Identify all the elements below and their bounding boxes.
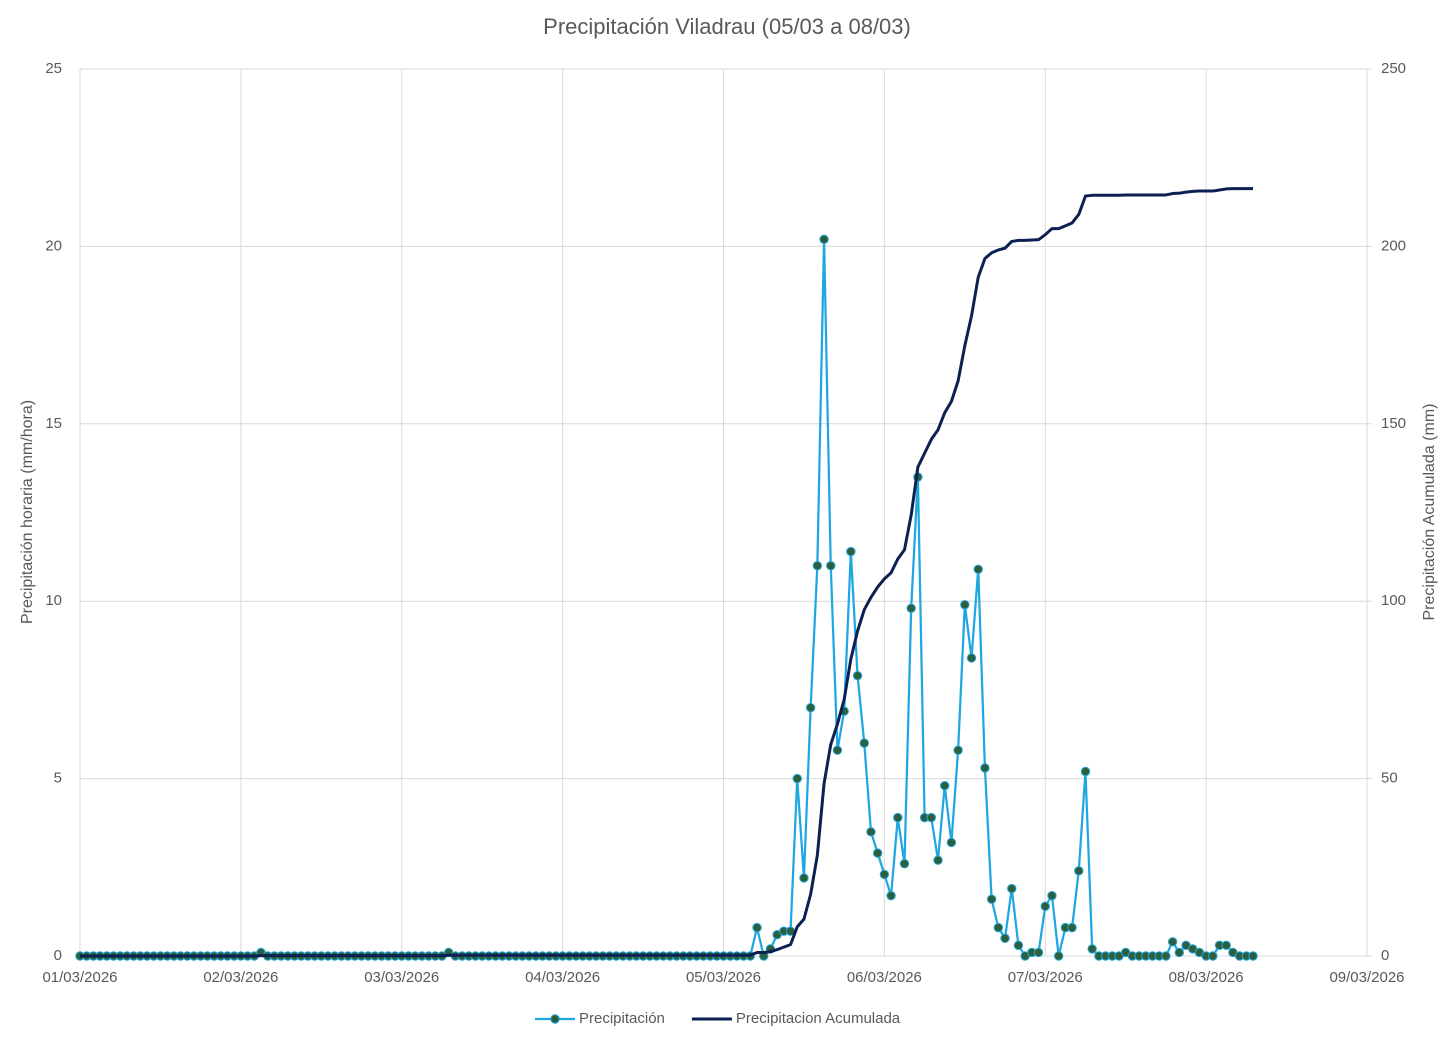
x-tick-label: 02/03/2026 bbox=[203, 969, 278, 986]
y-tick-label: 0 bbox=[54, 947, 62, 964]
y2-tick-label: 250 bbox=[1381, 60, 1406, 77]
data-point bbox=[1087, 944, 1097, 954]
data-point bbox=[993, 922, 1004, 933]
data-point bbox=[926, 812, 936, 823]
data-point bbox=[1161, 951, 1171, 961]
x-tick-label: 01/03/2026 bbox=[42, 969, 117, 986]
data-point bbox=[1033, 947, 1044, 958]
data-point bbox=[832, 745, 843, 755]
y2-tick-label: 50 bbox=[1381, 770, 1398, 787]
data-point bbox=[986, 894, 997, 904]
y-tick-label: 10 bbox=[45, 592, 62, 609]
data-point bbox=[906, 603, 916, 613]
data-point bbox=[953, 745, 963, 755]
legend-label: Precipitacion Acumulada bbox=[736, 1010, 901, 1027]
data-point bbox=[1067, 922, 1077, 933]
data-point bbox=[1074, 866, 1084, 876]
data-point bbox=[973, 564, 983, 574]
x-tick-label: 03/03/2026 bbox=[364, 969, 439, 986]
data-point bbox=[933, 855, 943, 865]
data-point bbox=[1221, 940, 1231, 951]
data-point bbox=[799, 873, 809, 883]
x-tick-label: 04/03/2026 bbox=[525, 969, 600, 986]
y-tick-label: 15 bbox=[45, 415, 62, 432]
y2-tick-label: 100 bbox=[1381, 592, 1406, 609]
legend-label: Precipitación bbox=[579, 1010, 665, 1027]
y2-tick-label: 0 bbox=[1381, 947, 1389, 964]
data-point bbox=[792, 773, 802, 784]
data-point bbox=[1013, 940, 1024, 951]
legend-marker bbox=[550, 1014, 560, 1024]
data-point bbox=[1208, 951, 1218, 961]
data-point bbox=[752, 922, 762, 933]
data-point bbox=[899, 859, 910, 869]
data-point bbox=[960, 600, 970, 610]
chart-title: Precipitación Viladrau (05/03 a 08/03) bbox=[543, 14, 911, 39]
data-point bbox=[805, 702, 816, 713]
y-axis-title: Precipitación horaria (mm/hora) bbox=[19, 400, 36, 624]
y-tick-label: 25 bbox=[45, 60, 62, 77]
data-point bbox=[859, 738, 869, 748]
data-point bbox=[819, 234, 829, 245]
series-line bbox=[80, 238, 1254, 958]
data-point bbox=[826, 561, 836, 571]
x-tick-label: 07/03/2026 bbox=[1008, 969, 1083, 986]
y2-tick-label: 200 bbox=[1381, 237, 1406, 254]
x-tick-label: 05/03/2026 bbox=[686, 969, 761, 986]
data-point bbox=[1047, 890, 1057, 901]
y-tick-label: 20 bbox=[45, 237, 62, 254]
data-point bbox=[966, 653, 977, 663]
data-point bbox=[866, 827, 876, 837]
data-point bbox=[1174, 947, 1185, 958]
x-tick-label: 08/03/2026 bbox=[1169, 969, 1244, 986]
data-point bbox=[1007, 883, 1017, 894]
x-tick-label: 09/03/2026 bbox=[1329, 969, 1404, 986]
data-point bbox=[1167, 937, 1178, 947]
data-point bbox=[1248, 951, 1258, 961]
data-point bbox=[1080, 766, 1091, 777]
data-point bbox=[980, 763, 990, 773]
data-point bbox=[852, 671, 863, 681]
x-tick-label: 06/03/2026 bbox=[847, 969, 922, 986]
y-tick-label: 5 bbox=[54, 770, 62, 787]
data-point bbox=[812, 561, 823, 571]
y2-tick-label: 150 bbox=[1381, 415, 1406, 432]
data-point bbox=[946, 837, 957, 848]
data-point bbox=[893, 812, 903, 823]
data-point bbox=[1040, 901, 1050, 912]
data-point bbox=[886, 890, 896, 901]
data-point bbox=[940, 780, 950, 791]
y2-axis-title: Precipitación Acumulada (mm) bbox=[1421, 404, 1438, 621]
data-point bbox=[846, 546, 856, 557]
data-point bbox=[872, 848, 883, 858]
data-point bbox=[879, 869, 890, 880]
data-point bbox=[1053, 951, 1064, 961]
series-line bbox=[80, 187, 1254, 958]
data-point bbox=[1000, 933, 1010, 943]
